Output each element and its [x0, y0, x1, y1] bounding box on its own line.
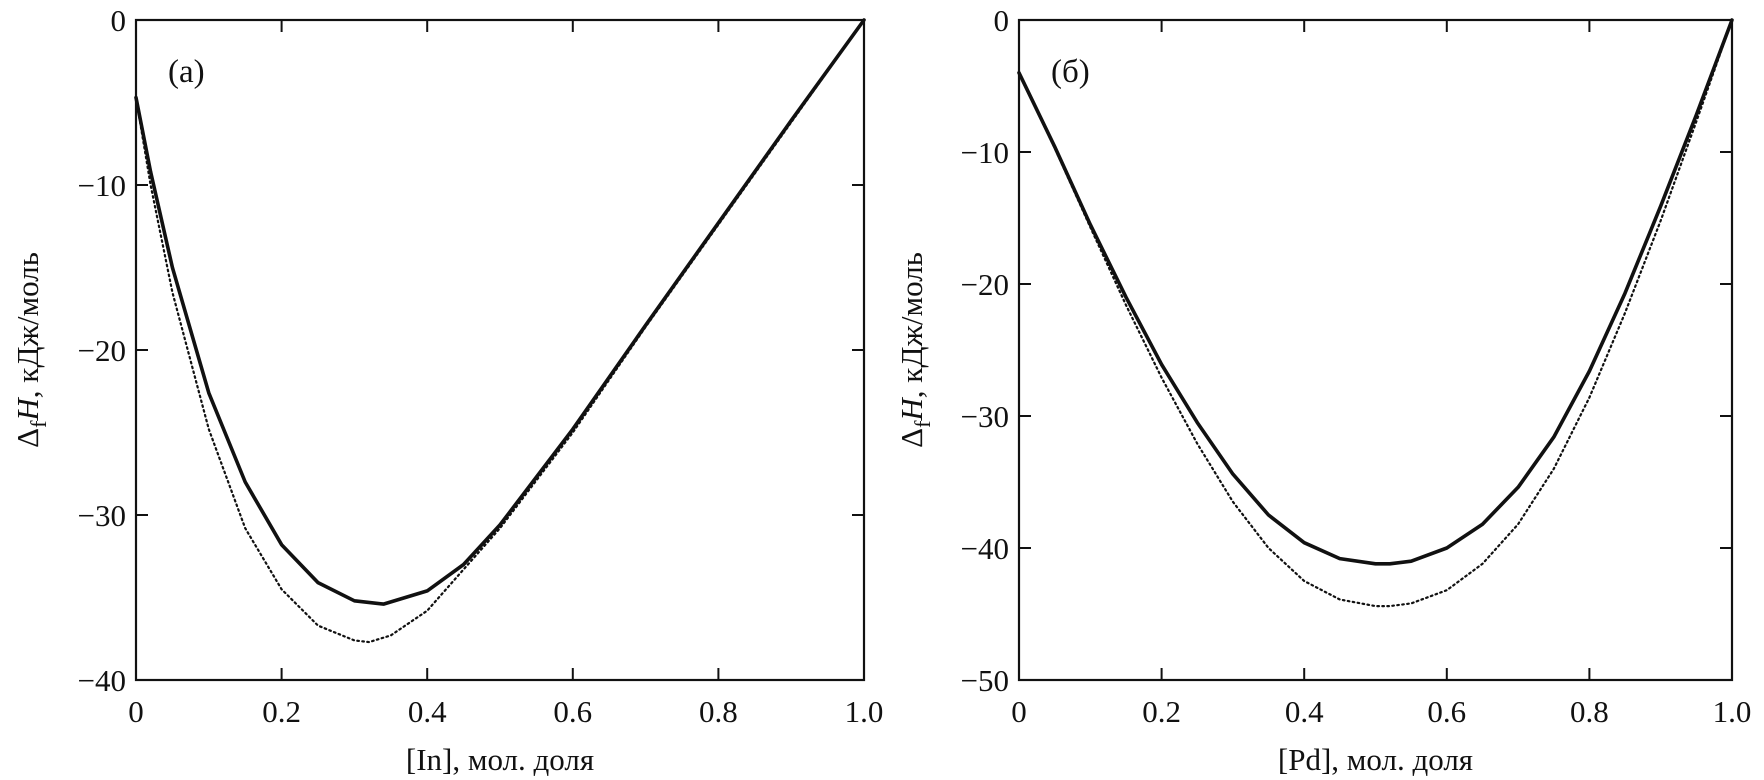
x-tick-label: 1.0: [845, 694, 884, 729]
panel-label: (a): [168, 54, 205, 90]
y-tick-label: −20: [78, 333, 126, 368]
x-tick-label: 0: [1011, 694, 1027, 729]
x-axis-title: [In], мол. доля: [406, 742, 594, 777]
plot-frame: [134, 18, 866, 682]
plot-frame: [1017, 18, 1734, 682]
y-tick-label: 0: [111, 3, 127, 38]
x-tick-label: 0.6: [553, 694, 592, 729]
y-tick-label: −10: [961, 135, 1009, 170]
y-tick-label: −40: [78, 663, 126, 698]
y-axis-delta: Δ: [894, 428, 929, 448]
y-tick-label: −30: [961, 399, 1009, 434]
x-tick-label: 0: [128, 694, 144, 729]
series-dotted-line: [134, 18, 866, 644]
y-tick-label: −30: [78, 498, 126, 533]
y-axis-subscript: f: [910, 420, 935, 428]
y-axis-units: , кДж/моль: [894, 252, 929, 398]
panel-label: (б): [1051, 54, 1090, 90]
x-tick-label: 0.2: [262, 694, 301, 729]
y-axis-units: , кДж/моль: [10, 252, 45, 398]
x-tick-label: 0.8: [1570, 694, 1609, 729]
x-tick-label: 0.2: [1142, 694, 1181, 729]
series-dotted-line: [1017, 18, 1734, 608]
y-axis-delta: Δ: [10, 428, 45, 448]
x-tick-label: 0.8: [699, 694, 738, 729]
x-tick-label: 0.4: [1285, 694, 1324, 729]
x-axis-title: [Pd], мол. доля: [1278, 742, 1473, 777]
y-axis-variable: H: [894, 397, 929, 422]
y-tick-label: −10: [78, 168, 126, 203]
y-axis-title: ΔfH, кДж/моль: [894, 252, 935, 448]
y-axis-subscript: f: [26, 420, 51, 428]
y-tick-label: −50: [961, 663, 1009, 698]
y-tick-label: 0: [994, 3, 1010, 38]
y-tick-label: −40: [961, 531, 1009, 566]
chart-panel-b: 0 0.2 0.4 0.6 0.8 1.0 0 −10 −20 −30 −40 −50 [Pd], мо…: [894, 3, 1751, 777]
series-solid-line: [1017, 18, 1734, 566]
y-axis-variable: H: [10, 397, 45, 422]
series-solid-line: [134, 18, 866, 606]
y-axis-title: ΔfH, кДж/моль: [10, 252, 51, 448]
x-tick-label: 0.6: [1427, 694, 1466, 729]
x-tick-label: 1.0: [1713, 694, 1752, 729]
y-tick-label: −20: [961, 267, 1009, 302]
chart-panel-a: 0 0.2 0.4 0.6 0.8 1.0 0 −10 −20 −30 −40 [In], мол. …: [10, 3, 883, 777]
x-tick-label: 0.4: [408, 694, 447, 729]
